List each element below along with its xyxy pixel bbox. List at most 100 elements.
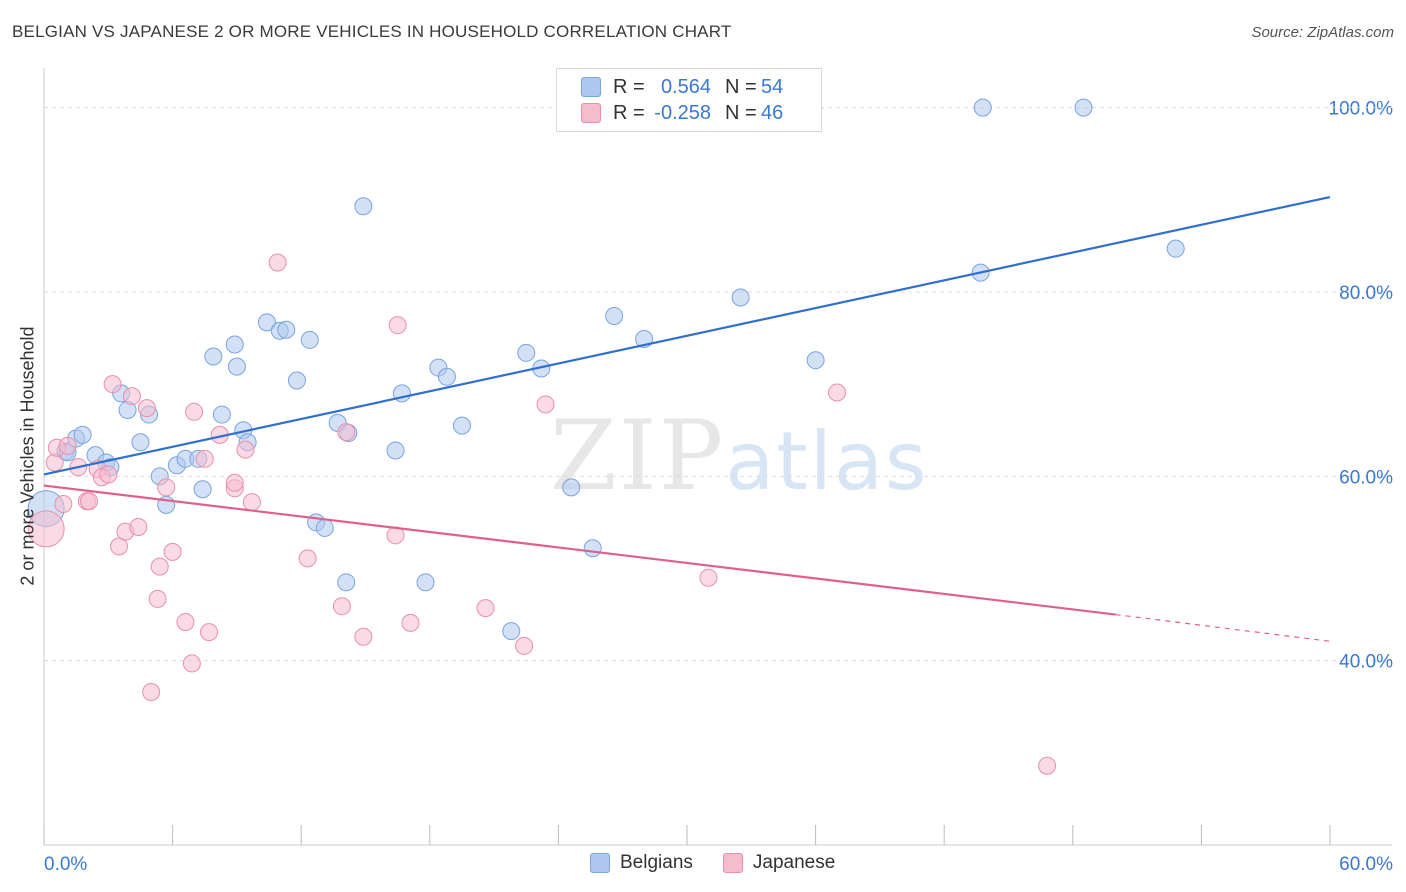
belgian-point bbox=[517, 343, 536, 362]
japanese-trend-line bbox=[43, 484, 1116, 616]
correlation-legend: R = 0.564 N = 54 R = -0.258 N = 46 bbox=[556, 68, 822, 132]
n-value: 46 bbox=[761, 101, 784, 124]
watermark-atlas: atlas bbox=[725, 415, 929, 508]
japanese-point bbox=[225, 473, 244, 492]
japanese-point bbox=[150, 557, 169, 576]
belgian-point bbox=[212, 405, 231, 424]
belgian-point bbox=[277, 320, 296, 339]
chart-title: BELGIAN VS JAPANESE 2 OR MORE VEHICLES I… bbox=[12, 22, 732, 41]
japanese-point bbox=[337, 423, 356, 442]
belgians-swatch bbox=[581, 77, 601, 97]
japanese-swatch bbox=[581, 103, 601, 123]
japanese-point bbox=[58, 436, 77, 455]
japanese-point bbox=[27, 510, 65, 548]
japanese-point bbox=[163, 542, 182, 561]
japanese-point bbox=[268, 253, 287, 272]
belgian-point bbox=[502, 622, 521, 641]
n-label: N = bbox=[725, 101, 757, 124]
x-tick-label: 60.0% bbox=[1339, 854, 1393, 875]
belgian-point bbox=[315, 518, 334, 537]
n-label: N = bbox=[725, 75, 757, 98]
belgian-point bbox=[73, 425, 92, 444]
belgian-point bbox=[562, 478, 581, 497]
japanese-point bbox=[129, 518, 148, 537]
belgian-point bbox=[583, 539, 602, 558]
belgian-point bbox=[806, 351, 825, 370]
japanese-point bbox=[54, 494, 73, 513]
y-tick-label: 40.0% bbox=[1339, 652, 1393, 673]
japanese-point bbox=[122, 387, 141, 406]
japanese-point bbox=[148, 589, 167, 608]
r-value: -0.258 bbox=[654, 101, 711, 124]
belgian-point bbox=[227, 357, 246, 376]
belgian-point bbox=[204, 347, 223, 366]
japanese-trend-extension bbox=[1115, 613, 1331, 642]
japanese-point bbox=[200, 623, 219, 642]
japanese-point bbox=[185, 402, 204, 421]
japanese-point bbox=[176, 612, 195, 631]
y-tick-label: 80.0% bbox=[1339, 283, 1393, 304]
japanese-point bbox=[699, 568, 718, 587]
x-tick-label: 0.0% bbox=[44, 854, 87, 875]
japanese-point bbox=[157, 478, 176, 497]
japanese-point bbox=[354, 627, 373, 646]
series-legend: Belgians Japanese bbox=[590, 852, 865, 874]
japanese-point bbox=[242, 493, 261, 512]
y-tick-label: 100.0% bbox=[1329, 99, 1394, 120]
japanese-point bbox=[182, 654, 201, 673]
legend-row-belgians: R = 0.564 N = 54 bbox=[581, 75, 783, 99]
japanese-point bbox=[1038, 756, 1057, 775]
belgian-point bbox=[193, 480, 212, 499]
japanese-point bbox=[236, 440, 255, 459]
japanese-point bbox=[401, 613, 420, 632]
r-label: R = bbox=[613, 75, 645, 98]
belgian-point bbox=[1074, 98, 1093, 117]
belgian-point bbox=[300, 330, 319, 349]
legend-item-belgians: Belgians bbox=[590, 852, 693, 874]
japanese-point bbox=[536, 395, 555, 414]
y-tick-label: 60.0% bbox=[1339, 467, 1393, 488]
belgian-point bbox=[416, 573, 435, 592]
legend-label-belgians: Belgians bbox=[620, 852, 693, 873]
belgian-point bbox=[452, 416, 471, 435]
belgian-point bbox=[386, 441, 405, 460]
japanese-point bbox=[388, 316, 407, 335]
belgian-point bbox=[287, 371, 306, 390]
japanese-point bbox=[332, 597, 351, 616]
belgian-point bbox=[973, 98, 992, 117]
japanese-point bbox=[99, 465, 118, 484]
belgians-swatch bbox=[590, 853, 610, 873]
belgians-trend-line bbox=[43, 195, 1331, 476]
belgian-point bbox=[225, 335, 244, 354]
japanese-point bbox=[195, 449, 214, 468]
belgian-point bbox=[1166, 239, 1185, 258]
n-value: 54 bbox=[761, 75, 784, 98]
source-label: Source: ZipAtlas.com bbox=[1251, 24, 1394, 41]
belgian-point bbox=[437, 367, 456, 386]
belgian-point bbox=[354, 197, 373, 216]
japanese-point bbox=[137, 399, 156, 418]
belgian-point bbox=[731, 288, 750, 307]
watermark: ZIPatlas bbox=[550, 400, 929, 512]
belgian-point bbox=[257, 313, 276, 332]
legend-label-japanese: Japanese bbox=[752, 852, 836, 873]
watermark-zip: ZIP bbox=[550, 400, 726, 512]
japanese-point bbox=[103, 375, 122, 394]
r-label: R = bbox=[613, 101, 645, 124]
japanese-point bbox=[476, 599, 495, 618]
japanese-point bbox=[515, 636, 534, 655]
legend-item-japanese: Japanese bbox=[722, 852, 836, 874]
belgian-point bbox=[605, 306, 624, 325]
japanese-point bbox=[45, 453, 64, 472]
japanese-swatch bbox=[722, 853, 743, 873]
japanese-point bbox=[142, 683, 161, 701]
japanese-point bbox=[828, 383, 847, 402]
japanese-point bbox=[298, 549, 317, 568]
japanese-point bbox=[80, 492, 99, 511]
legend-row-japanese: R = -0.258 N = 46 bbox=[581, 101, 783, 125]
belgian-point bbox=[131, 433, 150, 452]
y-axis-label: 2 or more Vehicles in Household bbox=[17, 326, 38, 586]
r-value: 0.564 bbox=[660, 75, 711, 98]
belgian-point bbox=[337, 573, 356, 592]
